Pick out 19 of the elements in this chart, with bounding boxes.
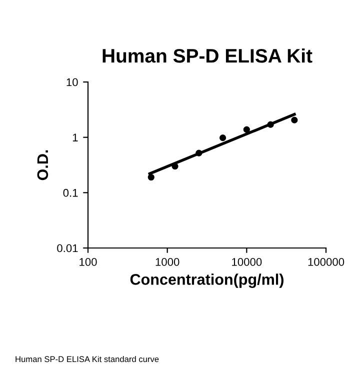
point — [196, 150, 202, 156]
x-tick-label: 10000 — [232, 258, 262, 266]
x-tick-label: 100 — [80, 258, 97, 266]
x-tick-label: 1000 — [156, 258, 180, 266]
y-tick-label: 0.01 — [57, 244, 78, 252]
point — [243, 126, 250, 133]
x-tick-label: 100000 — [308, 258, 344, 266]
point — [267, 121, 274, 128]
y-tick-label: 1 — [72, 134, 78, 142]
point — [172, 162, 178, 170]
x-axis-title: Concentration(pg/ml) — [130, 274, 284, 288]
y-tick-label: 0.1 — [63, 188, 78, 197]
point — [148, 174, 154, 181]
text: Human SP-D ELISA Kit standard curve — [16, 356, 159, 362]
point — [219, 134, 226, 142]
y-tick-label: 10 — [66, 78, 78, 86]
y-axis-title: O.D. — [37, 150, 48, 180]
chart-title: Human SP-D ELISA Kit — [102, 48, 312, 63]
point — [291, 116, 298, 124]
